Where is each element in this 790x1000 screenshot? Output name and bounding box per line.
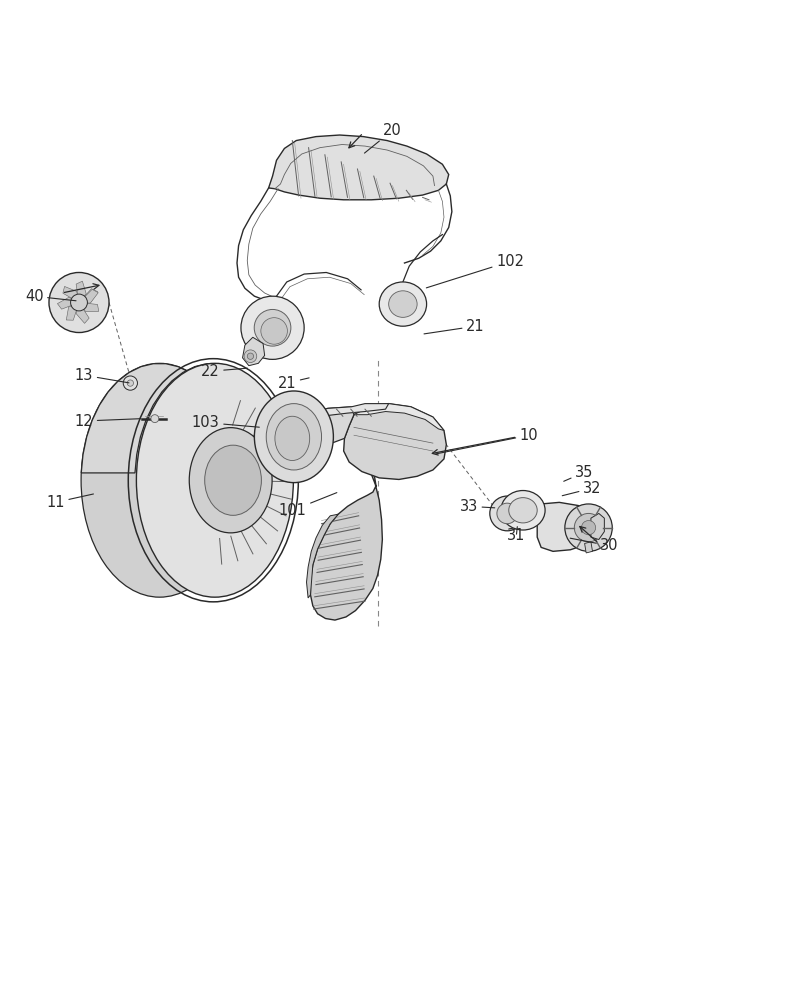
Circle shape (244, 350, 257, 363)
Text: 30: 30 (570, 538, 619, 553)
Polygon shape (76, 281, 86, 302)
Text: 33: 33 (460, 499, 495, 514)
Polygon shape (354, 404, 444, 430)
Circle shape (127, 380, 134, 386)
Ellipse shape (574, 513, 603, 542)
Text: 31: 31 (507, 527, 525, 543)
Ellipse shape (275, 416, 310, 460)
Ellipse shape (254, 309, 291, 346)
Polygon shape (81, 364, 292, 473)
Polygon shape (63, 286, 79, 302)
Ellipse shape (501, 491, 545, 530)
Polygon shape (310, 470, 382, 620)
Text: 32: 32 (562, 481, 601, 496)
Ellipse shape (261, 318, 288, 344)
Ellipse shape (509, 498, 537, 523)
Text: 13: 13 (75, 368, 129, 383)
Ellipse shape (81, 363, 238, 597)
Text: 101: 101 (279, 493, 337, 518)
Ellipse shape (379, 282, 427, 326)
Ellipse shape (389, 291, 417, 317)
Ellipse shape (254, 391, 333, 483)
Polygon shape (501, 503, 521, 524)
Polygon shape (283, 407, 354, 445)
Circle shape (247, 353, 254, 359)
Polygon shape (66, 302, 79, 320)
Polygon shape (591, 513, 604, 539)
Text: 12: 12 (74, 414, 141, 428)
Ellipse shape (497, 503, 517, 524)
Polygon shape (243, 337, 265, 366)
Ellipse shape (266, 404, 322, 470)
Text: 21: 21 (277, 376, 309, 391)
Ellipse shape (241, 296, 304, 359)
Text: 20: 20 (364, 123, 402, 153)
Polygon shape (537, 502, 594, 551)
Ellipse shape (565, 504, 612, 551)
Polygon shape (76, 302, 89, 323)
Circle shape (70, 294, 88, 311)
Text: 102: 102 (427, 254, 524, 288)
Text: 22: 22 (201, 364, 247, 379)
Ellipse shape (581, 521, 596, 535)
Text: 40: 40 (24, 289, 76, 304)
Polygon shape (58, 297, 79, 309)
Text: 103: 103 (192, 415, 259, 430)
Text: 35: 35 (564, 465, 593, 481)
Polygon shape (344, 404, 446, 479)
Ellipse shape (137, 363, 293, 597)
Polygon shape (79, 302, 99, 312)
Polygon shape (269, 135, 449, 200)
Text: 21: 21 (424, 319, 485, 334)
Polygon shape (79, 289, 98, 303)
Polygon shape (307, 514, 338, 598)
Polygon shape (292, 404, 389, 427)
Ellipse shape (490, 496, 525, 531)
Polygon shape (79, 289, 98, 302)
Circle shape (123, 376, 137, 390)
Ellipse shape (190, 428, 272, 533)
Text: 10: 10 (436, 428, 539, 454)
Polygon shape (585, 542, 592, 553)
Circle shape (151, 415, 159, 423)
Text: 11: 11 (47, 494, 93, 510)
Circle shape (49, 272, 109, 333)
Ellipse shape (205, 445, 261, 515)
